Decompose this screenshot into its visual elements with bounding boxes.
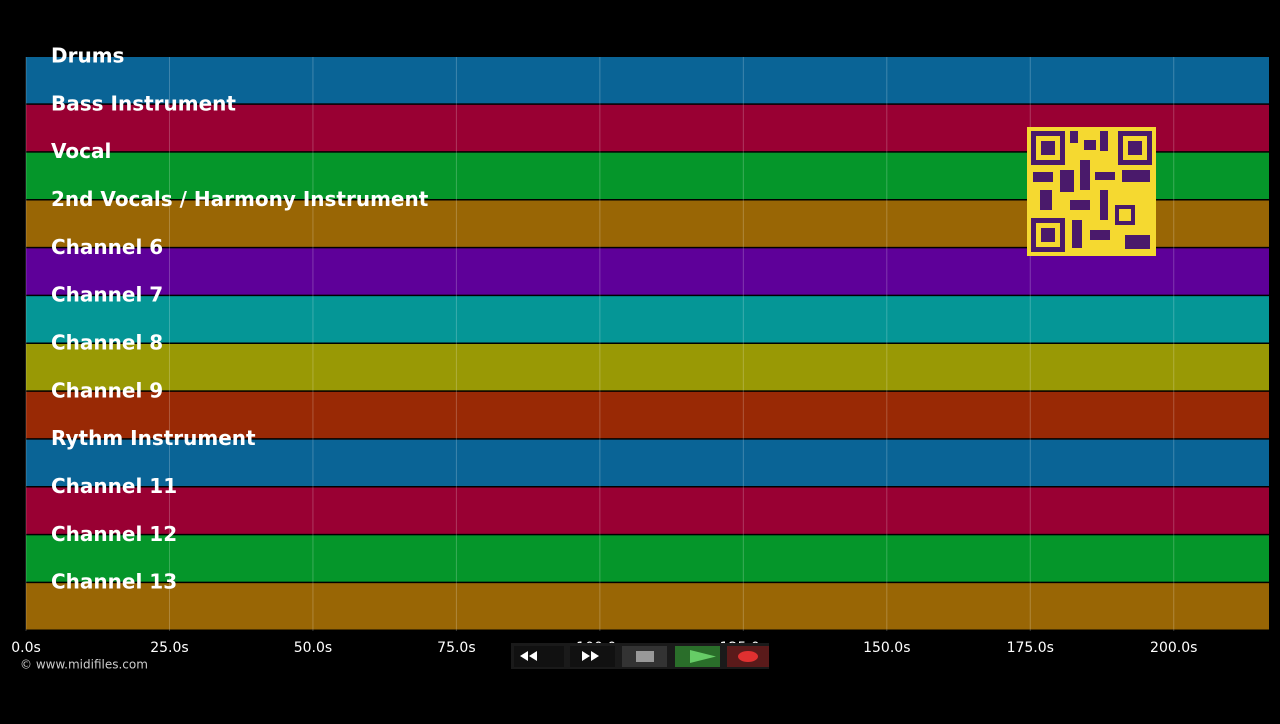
track-label: Channel 9 (51, 378, 163, 402)
forward-button[interactable] (570, 646, 615, 667)
tick-label: 25.0s (150, 640, 188, 656)
qr-code (1027, 127, 1156, 256)
play-button[interactable] (675, 646, 720, 667)
track-band (26, 439, 1269, 486)
tick-label: 0.0s (11, 640, 41, 656)
track-label: Rythm Instrument (51, 426, 256, 450)
track-label: Channel 8 (51, 331, 163, 355)
track-band (26, 391, 1269, 439)
track-band (26, 535, 1269, 582)
tick-label: 175.0s (1007, 640, 1054, 656)
track-band (26, 487, 1269, 534)
tick-label: 50.0s (294, 640, 332, 656)
rewind-button[interactable] (514, 646, 564, 667)
time-grid (25, 57, 1175, 631)
record-button[interactable] (727, 646, 769, 667)
playback-controls (511, 643, 769, 669)
track-label: Channel 12 (51, 522, 177, 546)
stop-button[interactable] (622, 646, 667, 667)
track-band (26, 57, 1269, 104)
tick-label: 150.0s (863, 640, 910, 656)
copyright: © www.midifiles.com (20, 658, 148, 672)
track-label: Channel 11 (51, 474, 177, 498)
track-labels: Drums Bass Instrument Vocal 2nd Vocals / Ha… (51, 44, 429, 594)
track-label: Bass Instrument (51, 91, 236, 115)
track-label: Channel 7 (51, 283, 163, 307)
track-label: Drums (51, 44, 124, 68)
tick-label: 200.0s (1150, 640, 1197, 656)
tick-label: 75.0s (437, 640, 475, 656)
track-label: Vocal (51, 139, 111, 163)
track-band (26, 248, 1269, 295)
track-band (26, 296, 1269, 343)
track-label: Channel 13 (51, 570, 177, 594)
track-label: 2nd Vocals / Harmony Instrument (51, 187, 429, 211)
track-label: Channel 6 (51, 235, 163, 259)
track-band (26, 344, 1269, 391)
track-band (26, 583, 1269, 630)
